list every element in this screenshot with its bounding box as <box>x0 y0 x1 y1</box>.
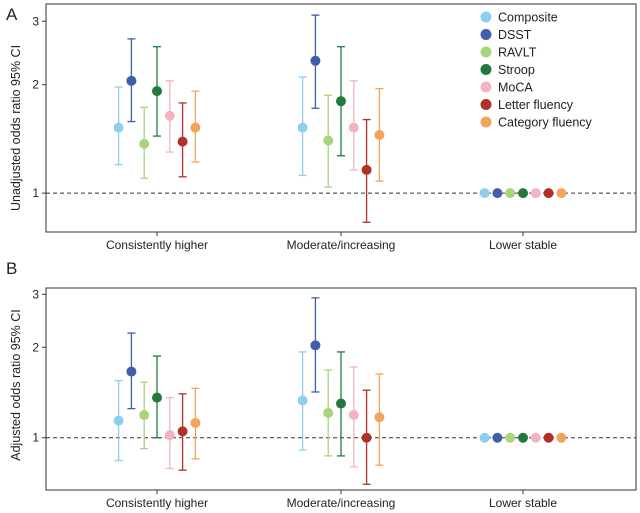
series-category-fluency <box>190 88 567 199</box>
x-tick-label: Lower stable <box>489 238 557 252</box>
legend-label: DSST <box>498 28 532 42</box>
data-point <box>113 415 124 426</box>
y-tick-label: 2 <box>32 78 39 92</box>
data-point <box>374 130 385 141</box>
data-point <box>530 432 541 443</box>
panel-b-label: B <box>6 259 17 278</box>
legend-label: Letter fluency <box>498 98 574 112</box>
legend: Composite DSST RAVLT Stroop MoCA Letter fluen… <box>480 11 593 130</box>
data-point <box>479 432 490 443</box>
data-point <box>336 96 346 107</box>
legend-label: Category fluency <box>498 116 593 130</box>
panel-a-ylabel: Unadjusted odds ratio 95% CI <box>9 45 23 211</box>
data-point <box>361 164 372 175</box>
panel-b-plot: 1 2 3 Consistently higher Moderate/increasin… <box>32 287 637 510</box>
data-point <box>190 417 201 428</box>
data-point <box>152 392 162 403</box>
panel-a-plot: 1 2 3 Consistently higher Moderate/increasin… <box>32 3 637 252</box>
y-tick-label: 1 <box>32 186 39 200</box>
legend-marker <box>480 46 492 58</box>
series-moca <box>164 80 541 199</box>
data-point <box>190 122 201 133</box>
data-point <box>310 55 321 66</box>
series-composite <box>113 76 490 199</box>
data-point <box>177 426 188 437</box>
data-point <box>556 188 567 199</box>
legend-marker <box>480 81 492 93</box>
data-point <box>479 188 490 199</box>
data-point <box>543 188 554 199</box>
legend-marker <box>480 99 492 110</box>
data-point <box>139 410 150 421</box>
y-tick-label: 2 <box>32 340 39 354</box>
x-tick-label: Consistently higher <box>106 238 208 252</box>
data-point <box>556 432 567 443</box>
x-tick-label: Consistently higher <box>106 496 208 510</box>
data-point <box>492 432 503 443</box>
x-tick-label: Lower stable <box>489 496 557 510</box>
data-point <box>310 340 321 351</box>
data-point <box>361 432 372 443</box>
data-point <box>518 188 528 199</box>
series-ravlt <box>139 94 516 199</box>
panel-b-ylabel: Adjusted odds ratio 95% CI <box>9 309 23 460</box>
data-point <box>152 86 162 97</box>
series-category-fluency <box>190 373 567 466</box>
data-point <box>164 110 175 121</box>
data-point <box>492 188 503 199</box>
panel-b: B Adjusted odds ratio 95% CI 1 2 3 Consiste… <box>6 259 637 510</box>
data-point <box>139 138 150 149</box>
data-point <box>530 188 541 199</box>
data-point <box>505 188 516 199</box>
panel-a: A Unadjusted odds ratio 95% CI 1 2 3 Consis… <box>6 3 637 252</box>
legend-marker <box>480 64 492 75</box>
series-stroop <box>152 351 528 457</box>
legend-marker <box>480 116 492 128</box>
x-tick-label: Moderate/increasing <box>287 238 396 252</box>
data-point <box>126 366 137 377</box>
data-point <box>505 432 516 443</box>
data-point <box>336 398 346 409</box>
legend-marker <box>480 29 492 40</box>
series-ravlt <box>139 369 516 457</box>
legend-label: MoCA <box>498 81 533 95</box>
data-point <box>113 122 124 133</box>
legend-label: Stroop <box>498 63 535 77</box>
data-point <box>177 136 188 147</box>
data-point <box>164 430 175 441</box>
data-point <box>126 75 137 86</box>
series-moca <box>164 366 541 470</box>
panel-a-label: A <box>6 5 18 24</box>
data-point <box>323 135 334 146</box>
data-point <box>348 410 359 421</box>
data-point <box>297 395 308 406</box>
x-tick-label: Moderate/increasing <box>287 496 396 510</box>
series-letter-fluency <box>177 389 554 485</box>
legend-label: RAVLT <box>498 46 537 60</box>
series-composite <box>113 351 490 462</box>
data-point <box>518 432 528 443</box>
data-point <box>323 407 334 418</box>
data-point <box>297 122 308 133</box>
y-tick-label: 1 <box>32 431 39 445</box>
series-letter-fluency <box>177 102 554 223</box>
series-dsst <box>126 297 503 443</box>
y-tick-label: 3 <box>32 14 39 28</box>
data-point <box>374 412 385 423</box>
y-tick-label: 3 <box>32 287 39 301</box>
data-point <box>348 122 359 133</box>
data-point <box>543 432 554 443</box>
legend-marker <box>480 11 492 23</box>
series-stroop <box>152 46 528 199</box>
series-dsst <box>126 14 503 199</box>
legend-label: Composite <box>498 11 558 25</box>
